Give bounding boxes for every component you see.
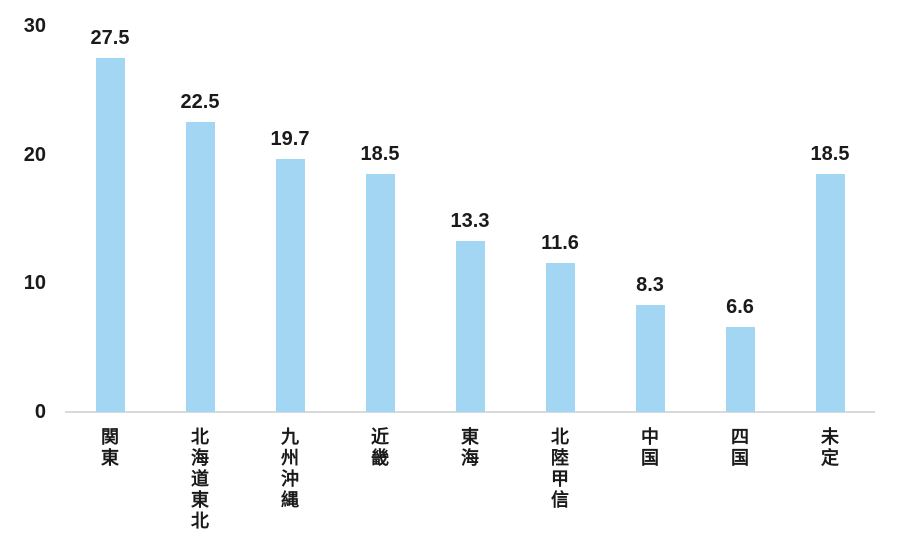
- bar-関東: [95, 58, 125, 412]
- bar-中国: [635, 305, 665, 412]
- category-label: 四 国: [731, 427, 749, 468]
- category-label: 中 国: [641, 427, 659, 468]
- y-tick-label: 10: [23, 272, 46, 295]
- value-label: 22.5: [180, 91, 220, 113]
- category-label: 北 海 道 東 北: [191, 427, 209, 531]
- category-label: 九 州 沖 縄: [281, 427, 299, 510]
- category-label: 未 定: [821, 427, 839, 468]
- y-tick-label: 20: [23, 143, 46, 166]
- bar-九州沖縄: [275, 159, 305, 412]
- value-label: 18.5: [810, 143, 850, 165]
- value-label: 18.5: [360, 143, 400, 165]
- bar-近畿: [365, 174, 395, 412]
- category-label: 近 畿: [371, 427, 389, 468]
- value-label: 11.6: [541, 232, 579, 254]
- value-label: 27.5: [90, 27, 130, 49]
- bar-北陸甲信: [545, 263, 575, 412]
- x-axis-line: [65, 411, 875, 413]
- category-label: 北 陸 甲 信: [551, 427, 569, 510]
- category-label: 東 海: [461, 427, 479, 468]
- value-label: 13.3: [450, 210, 490, 232]
- y-tick-label: 0: [34, 401, 46, 423]
- y-tick-label: 30: [23, 15, 46, 37]
- bar-未定: [815, 174, 845, 412]
- bar-東海: [455, 241, 485, 412]
- value-label: 8.3: [636, 274, 664, 296]
- bar-北海道東北: [185, 122, 215, 412]
- value-label: 6.6: [726, 296, 754, 318]
- category-label: 関 東: [101, 427, 119, 468]
- value-label: 19.7: [270, 128, 310, 150]
- bar-四国: [725, 327, 755, 412]
